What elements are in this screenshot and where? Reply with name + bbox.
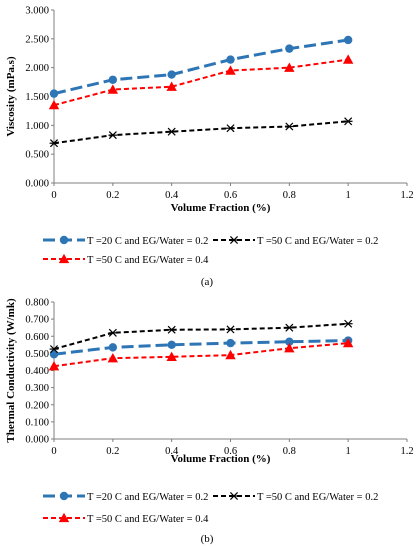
y-tick-label: 2.500 <box>25 34 49 45</box>
legend-label: T =20 C and EG/Water = 0.2 <box>87 492 208 503</box>
legend-swatch-marker <box>58 512 70 523</box>
y-tick-label: 0.700 <box>25 315 49 326</box>
y-tick-label: 0.200 <box>25 400 49 411</box>
x-tick-label: 1.2 <box>400 190 413 201</box>
x-tick-label: 0 <box>51 446 56 457</box>
y-tick-label: 0.800 <box>25 298 49 309</box>
y-tick-label: 0.000 <box>25 435 49 446</box>
data-point-series-2 <box>342 337 354 348</box>
data-point-series-1 <box>167 127 177 136</box>
x-axis-title: Volume Fraction (%) <box>171 202 271 214</box>
legend-swatch-marker <box>229 491 239 501</box>
data-point-series-1 <box>49 345 59 354</box>
x-tick-label: 0.2 <box>106 446 119 457</box>
data-point-series-2 <box>284 343 295 353</box>
data-point-series-1 <box>284 323 294 332</box>
data-point-series-0 <box>108 343 118 352</box>
x-tick-label: 0.6 <box>224 446 237 457</box>
legend-swatch-marker <box>58 253 70 264</box>
y-tick-label: 0.400 <box>25 366 49 377</box>
legend-label: T =50 C and EG/Water = 0.2 <box>257 236 378 247</box>
x-tick-label: 0.2 <box>106 190 119 201</box>
x-tick-label: 1 <box>346 446 351 457</box>
data-point-series-1 <box>343 117 353 126</box>
y-tick-label: 0.600 <box>25 332 49 343</box>
data-point-series-2 <box>107 84 119 94</box>
x-tick-label: 0 <box>51 190 56 201</box>
x-tick-label: 0.8 <box>283 190 296 201</box>
legend-swatch-marker <box>59 491 69 501</box>
data-point-series-0 <box>285 44 294 53</box>
data-point-series-2 <box>107 352 119 363</box>
data-point-series-1 <box>226 325 235 334</box>
data-point-series-1 <box>226 124 235 133</box>
series-line-2 <box>53 58 349 107</box>
legend-label: T =50 C and EG/Water = 0.4 <box>87 514 209 525</box>
data-point-series-1 <box>167 325 177 334</box>
panel-label: (a) <box>201 276 214 288</box>
y-tick-label: 0.300 <box>25 383 49 394</box>
y-tick-label: 3.000 <box>25 6 49 17</box>
data-point-series-1 <box>108 131 118 140</box>
x-tick-label: 0.8 <box>283 446 296 457</box>
series-line-0 <box>53 339 349 356</box>
series-line-2 <box>53 342 349 368</box>
y-tick-label: 0.500 <box>25 349 49 360</box>
data-point-series-2 <box>166 351 177 361</box>
data-point-series-2 <box>342 54 354 64</box>
data-point-series-0 <box>108 75 118 84</box>
data-point-series-2 <box>225 65 236 75</box>
data-point-series-0 <box>226 55 235 64</box>
data-point-series-0 <box>226 338 235 348</box>
data-point-series-2 <box>166 81 177 91</box>
y-tick-label: 1.000 <box>25 121 49 132</box>
y-tick-label: 0.500 <box>25 150 49 161</box>
data-point-series-1 <box>343 319 353 328</box>
legend-label: T =50 C and EG/Water = 0.2 <box>257 492 378 503</box>
data-point-series-2 <box>225 349 236 360</box>
y-tick-label: 0.100 <box>25 417 49 428</box>
x-tick-label: 1.2 <box>400 446 413 457</box>
data-point-series-0 <box>49 89 59 98</box>
panel-label: (b) <box>201 533 214 545</box>
series-line-1 <box>53 120 349 145</box>
series-line-1 <box>53 322 349 351</box>
data-point-series-1 <box>49 139 59 148</box>
x-tick-label: 0.6 <box>224 190 237 201</box>
data-point-series-0 <box>285 337 294 346</box>
data-point-series-2 <box>48 361 60 371</box>
data-point-series-0 <box>167 340 176 350</box>
chart-panel-a: 0.000 0.500 1.000 1.500 2.000 2.500 3.000 0 0.2 0… <box>5 6 414 289</box>
chart-panel-b: 0.000 0.100 0.200 0.300 0.400 0.500 0.600 0.700… <box>5 298 414 546</box>
data-point-series-0 <box>49 350 59 359</box>
y-tick-label: 2.000 <box>25 63 49 74</box>
legend-swatch-marker <box>59 235 69 245</box>
data-point-series-0 <box>167 70 176 79</box>
x-axis-title: Volume Fraction (%) <box>171 453 271 465</box>
y-axis-title: Viscosity (mPa.s) <box>5 56 17 137</box>
legend-label: T =20 C and EG/Water = 0.2 <box>87 236 208 247</box>
data-point-series-1 <box>284 122 294 131</box>
legend-label: T =50 C and EG/Water = 0.4 <box>87 255 209 266</box>
y-tick-label: 0.000 <box>25 179 49 190</box>
data-point-series-0 <box>343 35 353 45</box>
y-tick-label: 1.500 <box>25 92 49 103</box>
data-point-series-2 <box>284 62 295 72</box>
x-tick-label: 1 <box>346 190 351 201</box>
series-line-0 <box>53 38 349 96</box>
y-axis-title: Thermal Conductivity (W/mk) <box>5 298 17 443</box>
data-point-series-1 <box>108 328 118 337</box>
x-tick-label: 0.4 <box>165 190 179 201</box>
x-tick-label: 0.4 <box>165 446 179 457</box>
data-point-series-2 <box>48 99 60 110</box>
legend-swatch-marker <box>229 235 239 245</box>
